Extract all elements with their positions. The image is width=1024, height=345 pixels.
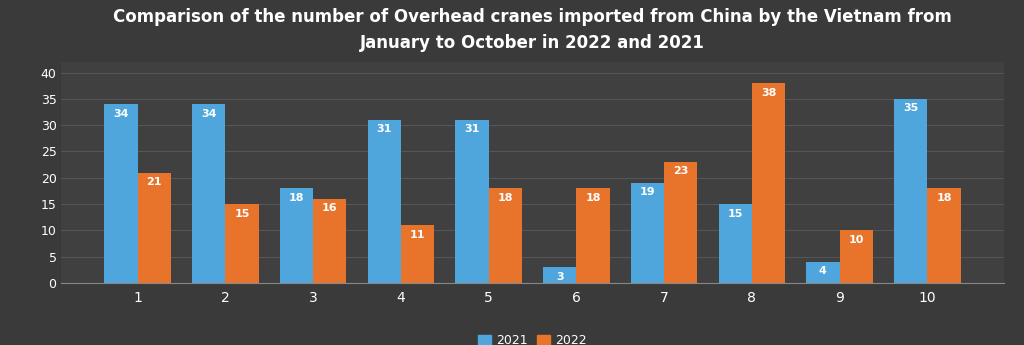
Text: 18: 18	[498, 193, 513, 203]
Bar	[137, 172, 171, 283]
Text: 35: 35	[903, 104, 919, 114]
Text: 18: 18	[936, 193, 951, 203]
Bar	[577, 188, 609, 283]
Text: 31: 31	[464, 125, 479, 135]
Bar	[894, 99, 928, 283]
Bar	[752, 83, 785, 283]
Bar	[456, 120, 488, 283]
Bar	[225, 204, 259, 283]
Bar	[719, 204, 752, 283]
Text: 23: 23	[673, 166, 688, 176]
Text: 11: 11	[410, 229, 425, 239]
Text: 16: 16	[322, 203, 338, 213]
Text: 15: 15	[727, 208, 742, 218]
Bar	[193, 104, 225, 283]
Text: 18: 18	[289, 193, 304, 203]
Legend: 2021, 2022: 2021, 2022	[478, 334, 587, 345]
Bar	[631, 183, 665, 283]
Text: 4: 4	[819, 266, 826, 276]
Bar	[488, 188, 522, 283]
Bar	[806, 262, 840, 283]
Title: Comparison of the number of Overhead cranes imported from China by the Vietnam f: Comparison of the number of Overhead cra…	[113, 8, 952, 52]
Text: 15: 15	[234, 208, 250, 218]
Text: 34: 34	[201, 109, 216, 119]
Bar	[368, 120, 400, 283]
Text: 19: 19	[640, 187, 655, 197]
Bar	[665, 162, 697, 283]
Bar	[928, 188, 961, 283]
Bar	[400, 225, 434, 283]
Bar	[313, 199, 346, 283]
Bar	[280, 188, 313, 283]
Bar	[543, 267, 577, 283]
Text: 34: 34	[114, 109, 129, 119]
Bar	[840, 230, 872, 283]
Text: 21: 21	[146, 177, 162, 187]
Text: 38: 38	[761, 88, 776, 98]
Text: 31: 31	[377, 125, 392, 135]
Bar	[104, 104, 137, 283]
Text: 18: 18	[586, 193, 601, 203]
Text: 10: 10	[849, 235, 864, 245]
Text: 3: 3	[556, 272, 563, 282]
